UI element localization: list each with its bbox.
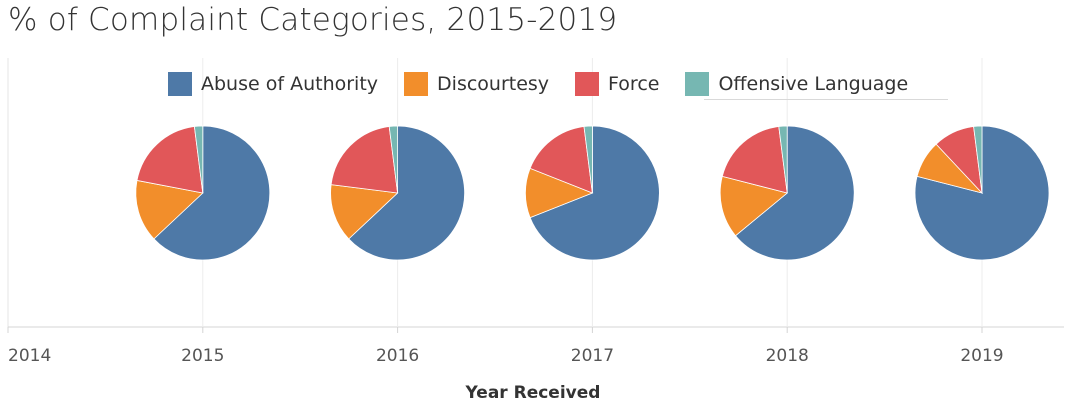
legend-label: Abuse of Authority — [201, 73, 379, 95]
pie-slice-discourtesy[interactable] — [719, 175, 789, 237]
legend-divider — [704, 99, 948, 100]
legend-item-abuse-of-authority[interactable]: Abuse of Authority — [168, 72, 378, 96]
legend-swatch — [404, 72, 429, 96]
legend: Abuse of Authority Discourtesy Force Off… — [168, 68, 934, 100]
x-axis-title: Year Received — [465, 383, 601, 403]
pie-slice-offensive-language[interactable] — [193, 125, 204, 194]
legend-label: Discourtesy — [437, 73, 550, 95]
legend-item-offensive-language[interactable]: Offensive Language — [685, 72, 908, 96]
pie-slice-abuse-of-authority[interactable] — [348, 125, 465, 261]
pie-slice-force[interactable] — [721, 126, 788, 194]
pie-slice-offensive-language[interactable] — [778, 125, 788, 194]
pie-2019 — [914, 125, 1050, 261]
pie-slice-abuse-of-authority[interactable] — [529, 125, 660, 261]
pie-slice-force[interactable] — [330, 126, 399, 194]
pie-slice-offensive-language[interactable] — [583, 125, 593, 194]
x-tick-label: 2018 — [766, 346, 809, 366]
legend-label: Force — [608, 73, 660, 95]
x-tick-label: 2017 — [571, 346, 614, 366]
legend-swatch — [575, 72, 600, 96]
chart-title: % of Complaint Categories, 2015-2019 — [8, 2, 618, 38]
pie-slice-discourtesy[interactable] — [135, 179, 204, 240]
legend-item-discourtesy[interactable]: Discourtesy — [404, 72, 549, 96]
pie-2016 — [330, 125, 465, 261]
pie-slice-discourtesy[interactable] — [330, 184, 399, 240]
legend-swatch — [168, 72, 192, 96]
legend-label: Offensive Language — [718, 73, 909, 95]
pie-slice-offensive-language[interactable] — [388, 125, 398, 194]
pie-slice-abuse-of-authority[interactable] — [735, 125, 855, 261]
pie-slice-offensive-language[interactable] — [973, 125, 983, 194]
x-tick-label: 2019 — [960, 346, 1003, 366]
pie-slice-force[interactable] — [529, 126, 593, 194]
pie-2018 — [719, 125, 855, 261]
legend-swatch — [685, 72, 710, 96]
pie-2015 — [135, 125, 271, 261]
x-tick-label: 2014 — [8, 346, 51, 366]
pie-slice-force[interactable] — [136, 126, 204, 194]
x-tick-label: 2016 — [376, 346, 419, 366]
x-tick-label: 2015 — [181, 346, 224, 366]
legend-item-force[interactable]: Force — [575, 72, 659, 96]
pie-slice-abuse-of-authority[interactable] — [153, 125, 271, 261]
pie-2017 — [525, 125, 660, 261]
